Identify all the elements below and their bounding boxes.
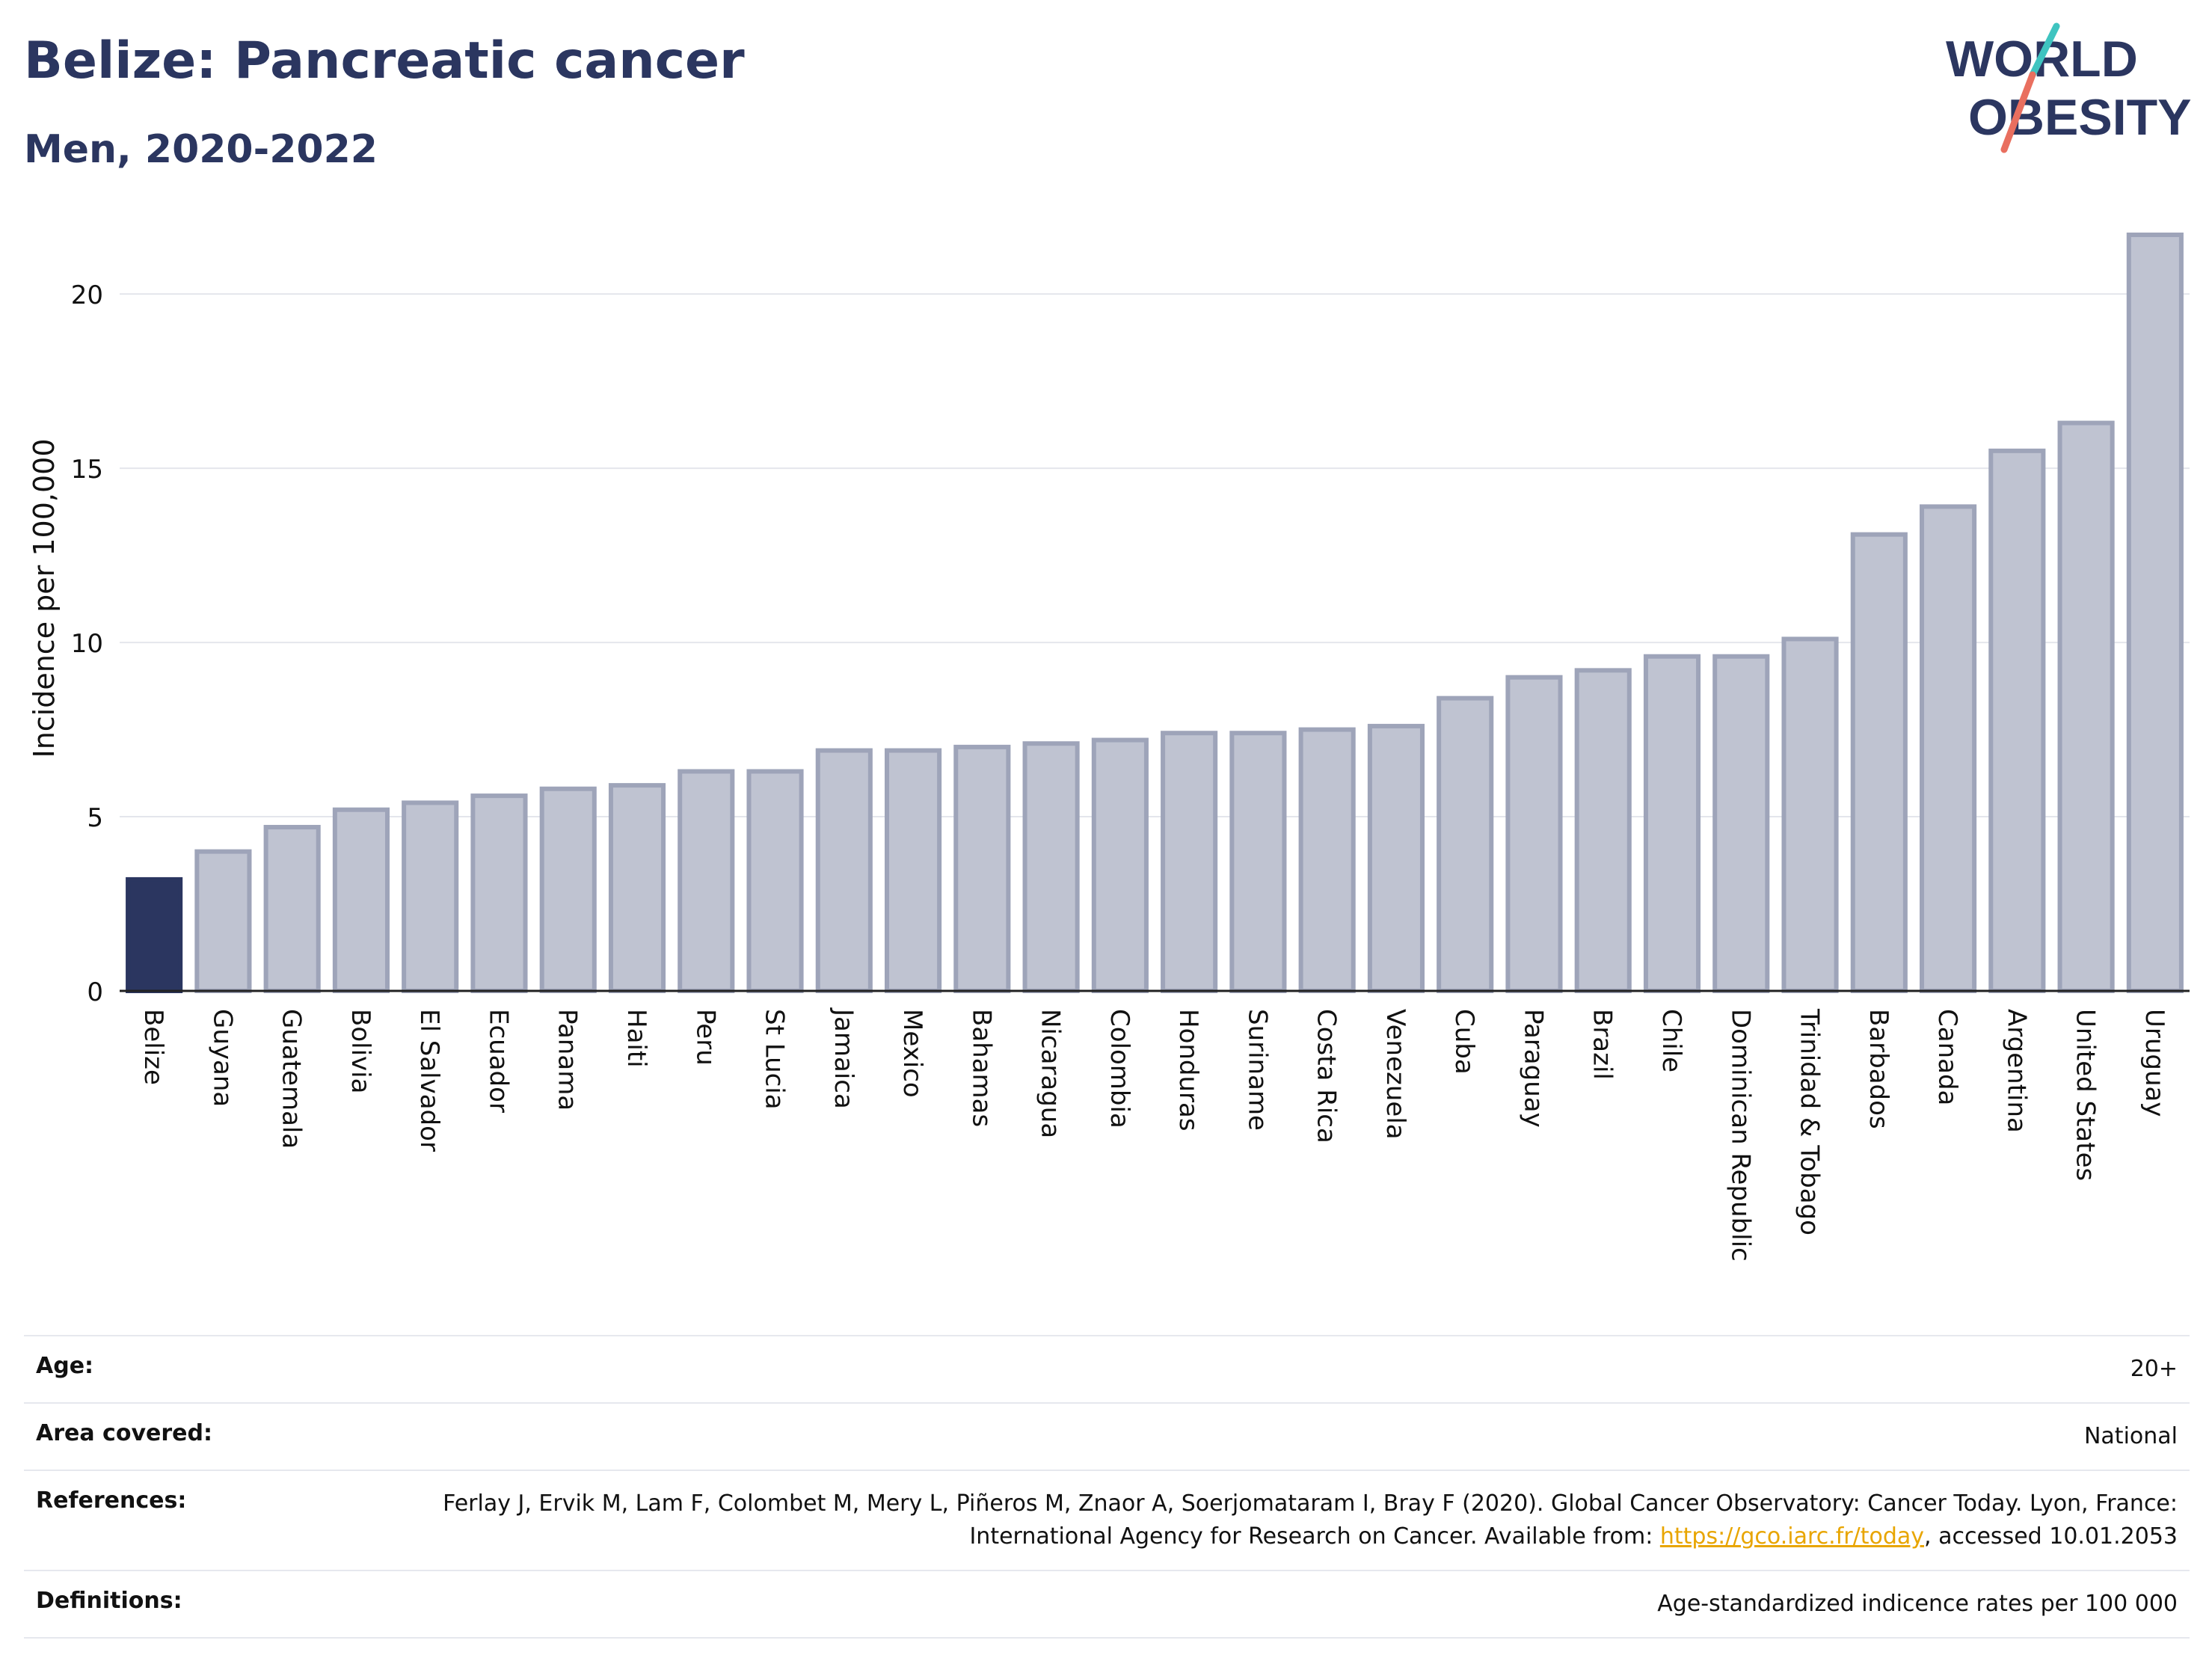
bar-jamaica	[815, 748, 873, 993]
bar-bolivia	[332, 807, 390, 994]
x-tick-label: Nicaragua	[1036, 1009, 1066, 1138]
x-tick-label: Brazil	[1588, 1009, 1617, 1080]
x-tick-label: Suriname	[1242, 1009, 1272, 1131]
x-tick-label: Haiti	[621, 1009, 651, 1068]
references-link[interactable]: https://gco.iarc.fr/today	[1659, 1523, 1925, 1550]
x-tick-label: Costa Rica	[1312, 1009, 1342, 1143]
bar-cuba	[1437, 696, 1494, 993]
logo-slash-coral	[2000, 71, 2036, 153]
bar-guatemala	[263, 825, 321, 993]
bar-el-salvador	[402, 800, 459, 993]
x-tick-label: Mexico	[897, 1009, 927, 1098]
x-tick-label: Guyana	[207, 1009, 237, 1107]
bar-trinidad-tobago	[1781, 636, 1839, 993]
bar-nicaragua	[1022, 741, 1080, 993]
x-tick-label: Cuba	[1449, 1009, 1479, 1075]
chart-subtitle: Men, 2020-2022	[24, 127, 378, 172]
bar-belize	[126, 876, 183, 993]
bar-bahamas	[953, 744, 1011, 993]
x-tick-label: Dominican Republic	[1725, 1009, 1755, 1262]
bar-uruguay	[2126, 232, 2184, 993]
y-tick-label: 0	[87, 977, 103, 1007]
meta-row-references: References: Ferlay J, Ervik M, Lam F, Co…	[24, 1470, 2190, 1570]
bar-peru	[678, 769, 735, 994]
metadata-table: Age: 20+ Area covered: National Referenc…	[24, 1335, 2190, 1639]
bar-mexico	[885, 748, 942, 993]
bar-paraguay	[1505, 675, 1563, 993]
bar-costa-rica	[1298, 727, 1356, 993]
bar-colombia	[1091, 737, 1149, 994]
y-tick-label: 20	[71, 280, 103, 310]
x-tick-label: Chile	[1656, 1009, 1686, 1072]
references-accessed: , accessed 10.01.2053	[1924, 1523, 2178, 1550]
age-label: Age:	[36, 1353, 94, 1379]
x-tick-label: Barbados	[1864, 1009, 1893, 1129]
x-tick-label: Canada	[1932, 1009, 1962, 1105]
bar-brazil	[1574, 668, 1632, 993]
age-value: 20+	[2130, 1356, 2178, 1382]
meta-row-area: Area covered: National	[24, 1402, 2190, 1470]
meta-row-definitions: Definitions: Age-standardized indicence …	[24, 1570, 2190, 1639]
x-tick-label: Belize	[138, 1009, 168, 1085]
y-tick-label: 10	[71, 629, 103, 659]
bar-canada	[1920, 504, 1977, 993]
x-tick-label: Paraguay	[1518, 1009, 1548, 1128]
bar-barbados	[1850, 532, 1908, 993]
x-tick-label: Venezuela	[1380, 1009, 1410, 1140]
y-tick-label: 5	[87, 803, 103, 833]
bar-ecuador	[470, 793, 528, 994]
references-text: Ferlay J, Ervik M, Lam F, Colombet M, Me…	[443, 1490, 2178, 1550]
logo-slash-teal	[2029, 22, 2060, 79]
x-tick-label: El Salvador	[414, 1009, 444, 1152]
bar-united-states	[2057, 420, 2115, 993]
bar-haiti	[608, 783, 666, 993]
x-tick-label: Colombia	[1105, 1009, 1134, 1129]
x-tick-label: Guatemala	[277, 1009, 307, 1149]
bar-argentina	[1988, 448, 2046, 993]
grid-lines	[120, 293, 2190, 818]
x-tick-label: United States	[2071, 1009, 2101, 1181]
references-value: Ferlay J, Ervik M, Lam F, Colombet M, Me…	[308, 1487, 2178, 1553]
x-tick-label: St Lucia	[760, 1009, 790, 1110]
x-tick-label: Argentina	[2001, 1009, 2031, 1133]
x-tick-label: Uruguay	[2139, 1009, 2169, 1117]
definitions-value: Age-standardized indicence rates per 100…	[1657, 1591, 2178, 1617]
x-tick-label: Trinidad & Tobago	[1795, 1008, 1825, 1235]
axes: 0 5 10 15 20 Belize Guyana Guatemala Bolivia El S…	[71, 280, 2190, 1262]
bars	[126, 232, 2184, 994]
x-tick-label: Bahamas	[966, 1009, 996, 1127]
x-tick-label: Peru	[690, 1009, 720, 1066]
area-label: Area covered:	[36, 1420, 212, 1446]
bar-dominican-republic	[1712, 654, 1770, 994]
world-obesity-logo: WORLD OBESITY	[1946, 22, 2191, 153]
bar-guyana	[194, 849, 252, 993]
logo-line2: OBESITY	[1968, 89, 2191, 146]
x-tick-label: Panama	[553, 1009, 583, 1111]
y-tick-label: 15	[71, 455, 103, 485]
bar-honduras	[1161, 731, 1218, 994]
bar-suriname	[1229, 731, 1287, 994]
chart-title: Belize: Pancreatic cancer	[24, 31, 745, 90]
bar-chile	[1643, 654, 1701, 994]
x-tick-label: Ecuador	[483, 1009, 513, 1113]
references-label: References:	[36, 1487, 187, 1514]
x-tick-label: Honduras	[1173, 1009, 1203, 1132]
bar-st-lucia	[746, 769, 804, 994]
bar-venezuela	[1367, 723, 1425, 994]
meta-row-age: Age: 20+	[24, 1335, 2190, 1402]
definitions-label: Definitions:	[36, 1588, 182, 1614]
x-tick-label: Jamaica	[829, 1007, 858, 1109]
bar-panama	[539, 786, 597, 993]
area-value: National	[2083, 1423, 2178, 1449]
y-axis-label: Incidence per 100,000	[28, 438, 61, 758]
bar-chart: 0 5 10 15 20 Belize Guyana Guatemala Bolivia El S…	[28, 232, 2190, 1262]
x-tick-label: Bolivia	[345, 1009, 375, 1093]
